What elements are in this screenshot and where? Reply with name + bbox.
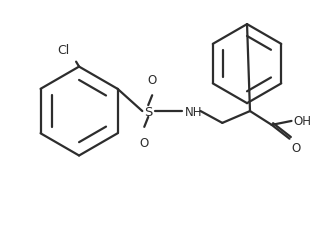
Text: O: O	[140, 136, 149, 149]
Text: O: O	[148, 74, 157, 87]
Text: NH: NH	[185, 105, 202, 118]
Text: Cl: Cl	[57, 43, 69, 56]
Text: S: S	[144, 105, 152, 118]
Text: O: O	[292, 141, 301, 154]
Text: OH: OH	[294, 115, 312, 128]
